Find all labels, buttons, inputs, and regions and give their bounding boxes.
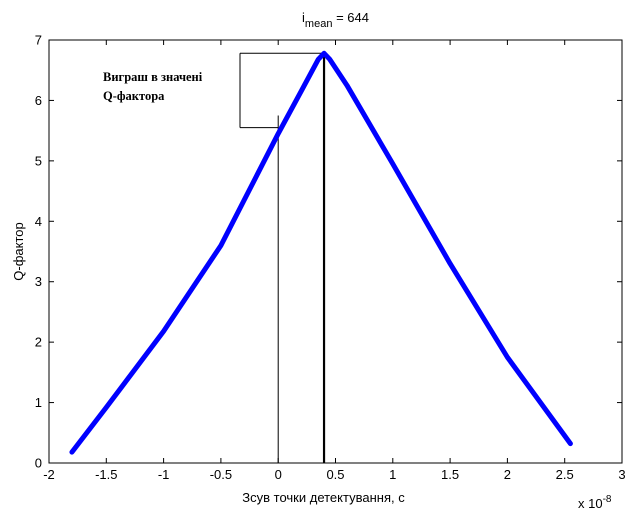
x-tick-label: 1: [389, 467, 396, 482]
x-tick-label: -2: [43, 467, 55, 482]
x-tick-label: 3: [618, 467, 625, 482]
title-base: i: [302, 10, 305, 25]
x-multiplier: x 10-8: [578, 494, 612, 511]
y-tick-label: 5: [35, 153, 42, 168]
y-tick-label: 7: [35, 33, 42, 48]
x-multiplier-exp: -8: [603, 494, 612, 505]
x-tick-label: 1.5: [441, 467, 459, 482]
x-ticks: -2 -1.5 -1 -0.5 0 0.5 1 1.5 2 2.5 3: [43, 40, 625, 482]
x-tick-label: 0: [275, 467, 282, 482]
chart-title: imean = 644: [302, 10, 369, 30]
y-tick-label: 0: [35, 456, 42, 471]
x-tick-label: -1.5: [95, 467, 117, 482]
x-tick-label: 2: [504, 467, 511, 482]
title-sub: mean: [305, 18, 333, 30]
annotation-text-line2: Q-фактора: [103, 89, 165, 103]
annotation-lines: [239, 52, 326, 463]
x-axis-label: Зсув точки детектування, с: [242, 490, 405, 505]
series-layer: [69, 50, 573, 455]
x-tick-label: -1: [158, 467, 170, 482]
annotation-text-line1: Виграш в значені: [103, 70, 203, 84]
x-multiplier-base: x 10: [578, 496, 603, 511]
y-tick-label: 3: [35, 274, 42, 289]
x-tick-label: 2.5: [556, 467, 574, 482]
q-factor-series-line: [69, 50, 573, 455]
x-tick-label: -0.5: [210, 467, 232, 482]
title-rest: = 644: [332, 10, 369, 25]
y-tick-label: 4: [35, 214, 42, 229]
y-tick-label: 6: [35, 93, 42, 108]
y-tick-label: 2: [35, 335, 42, 350]
y-axis-label: Q-фактор: [11, 222, 26, 280]
plot-frame: [48, 39, 623, 464]
y-tick-label: 1: [35, 395, 42, 410]
x-tick-label: 0.5: [326, 467, 344, 482]
